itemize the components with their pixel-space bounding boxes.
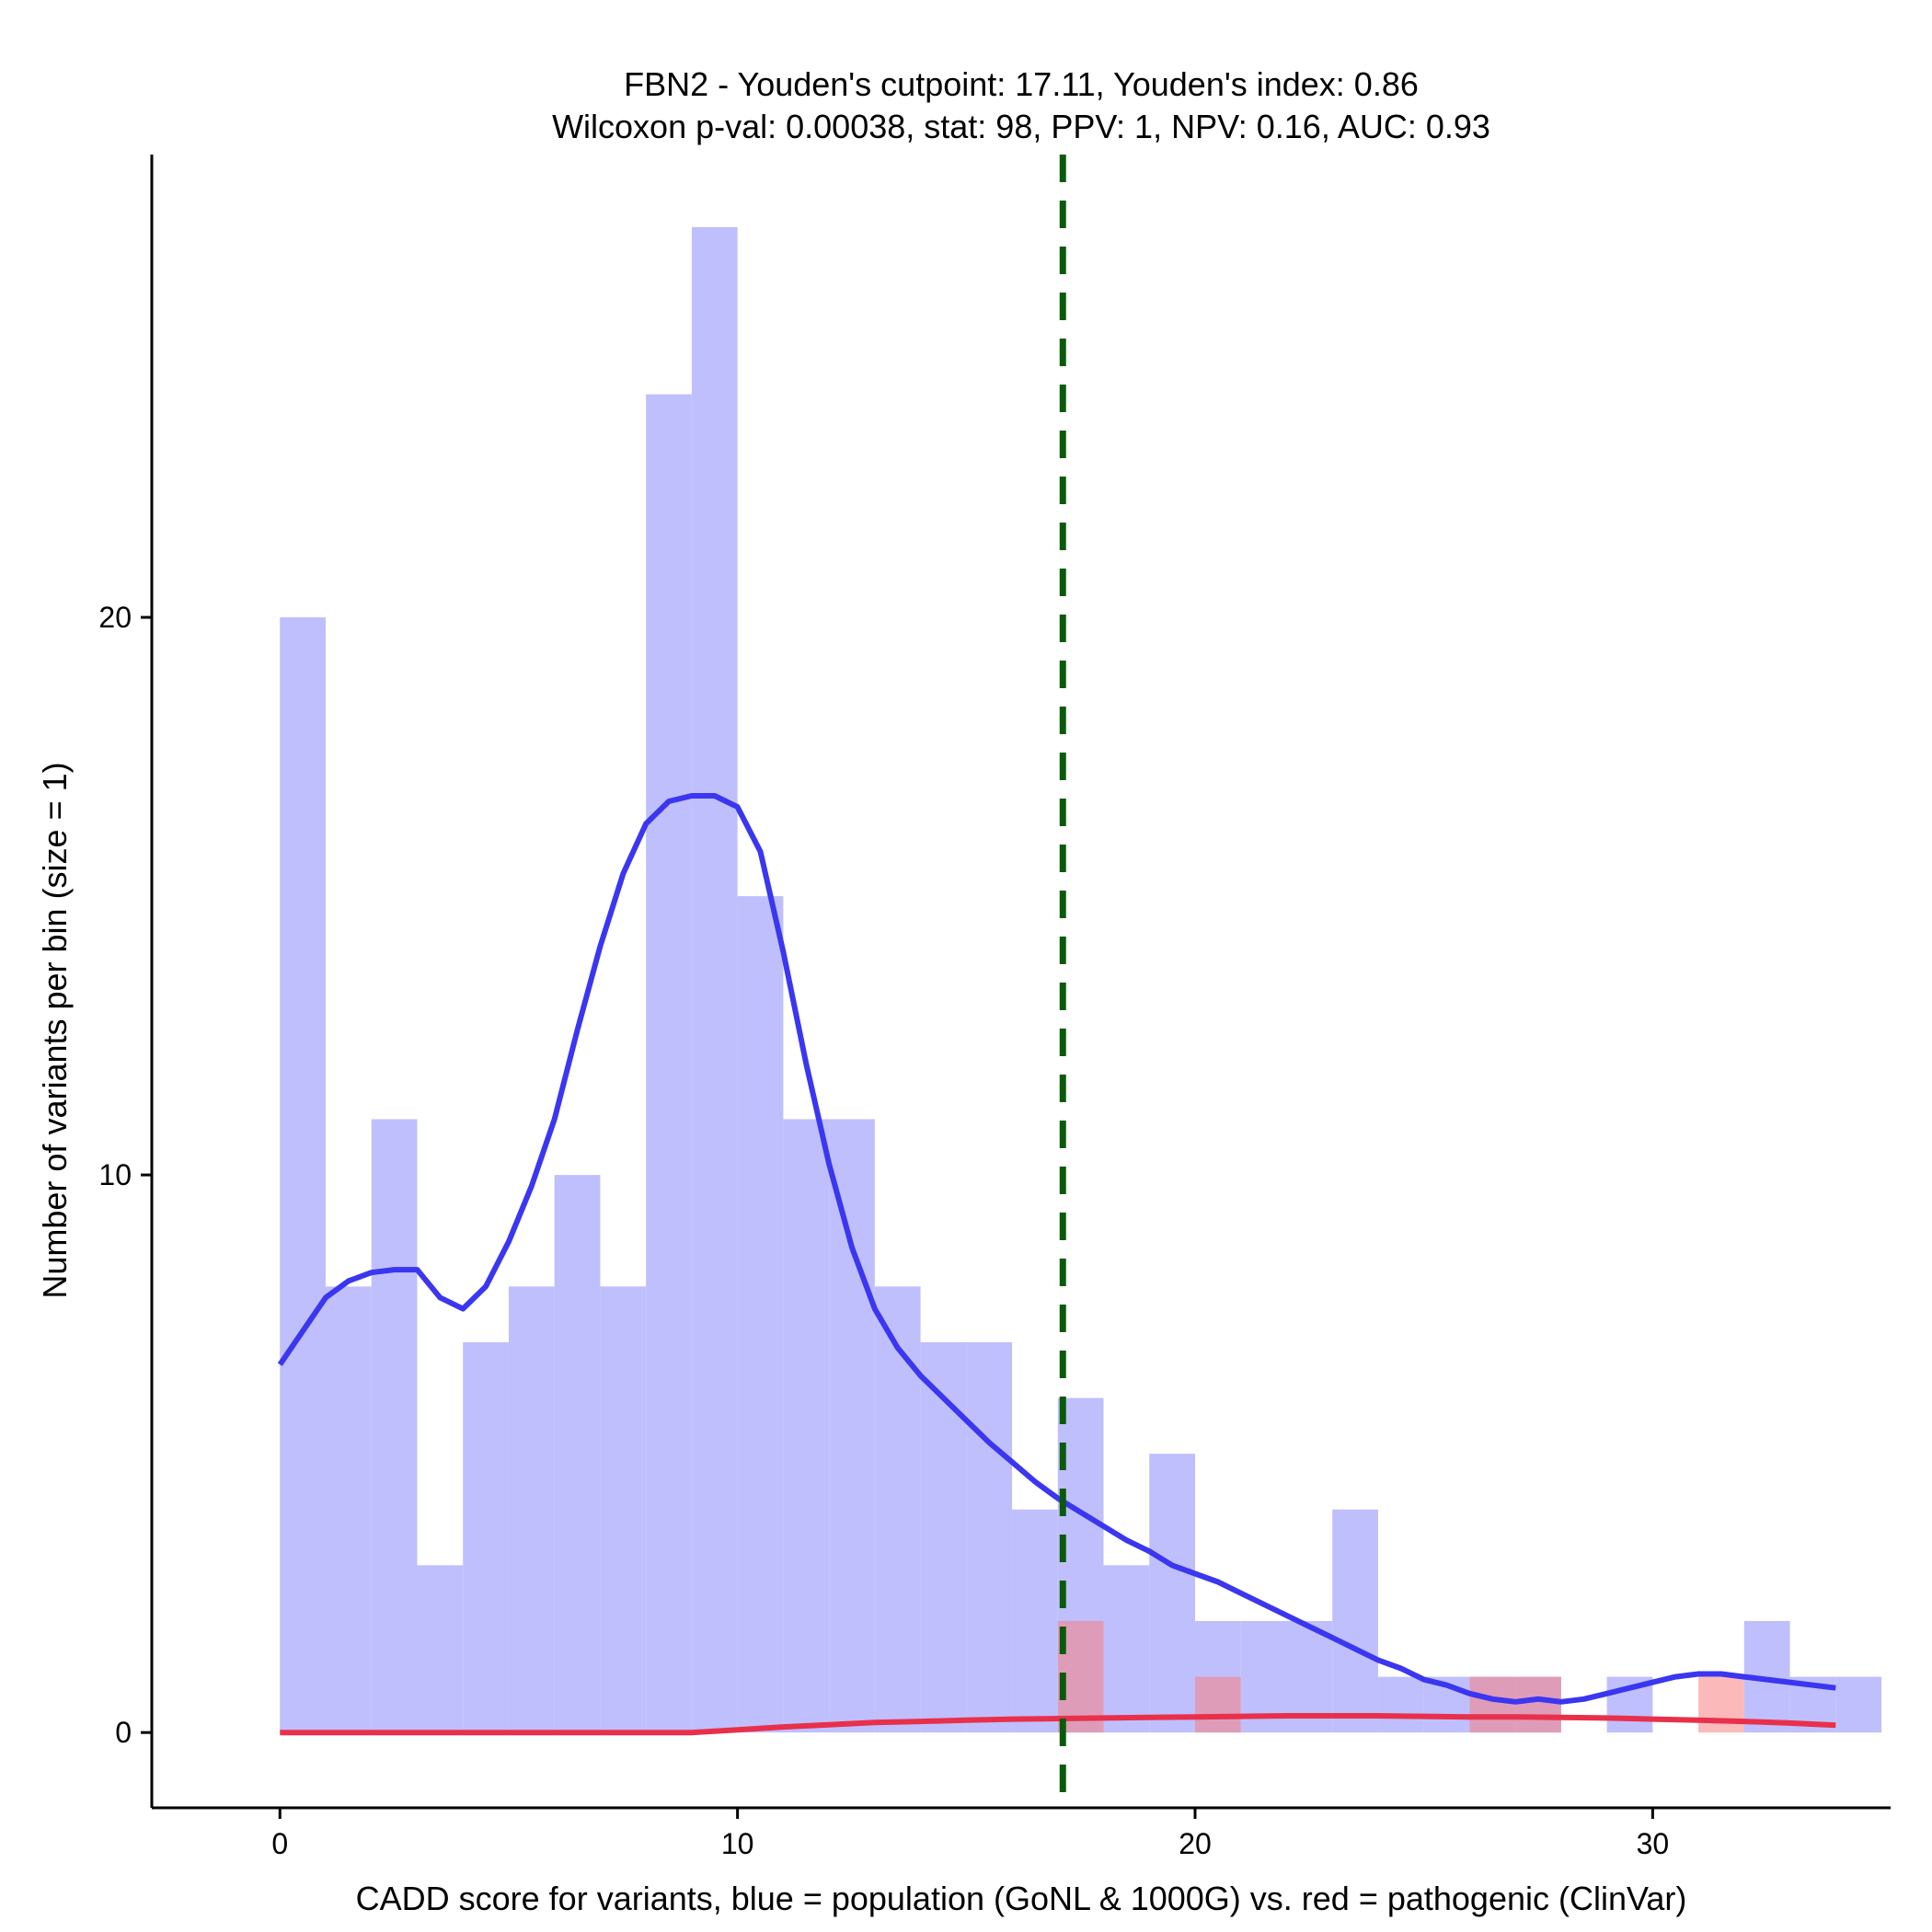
population-bar xyxy=(508,1286,555,1733)
axes xyxy=(150,155,1891,1810)
x-axis-ticks: 0 10 20 30 xyxy=(271,1808,1669,1860)
x-tick-label: 10 xyxy=(721,1827,754,1860)
population-bar xyxy=(1835,1676,1882,1733)
population-bar xyxy=(691,226,738,1733)
population-bar xyxy=(1103,1565,1150,1733)
population-bar xyxy=(417,1565,464,1733)
population-bar xyxy=(600,1286,647,1733)
population-bar xyxy=(829,1119,875,1733)
population-bar xyxy=(966,1341,1013,1733)
x-tick-label: 30 xyxy=(1637,1827,1670,1860)
population-bar xyxy=(371,1119,418,1733)
y-tick-label: 0 xyxy=(115,1716,132,1749)
population-bars xyxy=(280,226,1882,1733)
population-density-curve xyxy=(277,793,1836,1705)
pathogenic-bar xyxy=(1469,1676,1516,1733)
pathogenic-bar xyxy=(1515,1676,1561,1733)
population-bar xyxy=(280,617,326,1733)
y-tick-label: 20 xyxy=(98,601,132,634)
chart-subtitle: Wilcoxon p-val: 0.00038, stat: 98, PPV: … xyxy=(552,108,1490,145)
x-tick-label: 20 xyxy=(1179,1827,1212,1860)
y-axis-label: Number of variants per bin (size = 1) xyxy=(36,762,74,1298)
y-axis-ticks: 0 10 20 xyxy=(98,601,152,1749)
population-bar xyxy=(1012,1509,1058,1733)
pathogenic-density-curve xyxy=(280,1713,1836,1736)
pathogenic-bar xyxy=(1195,1676,1241,1733)
x-axis-label: CADD score for variants, blue = populati… xyxy=(356,1880,1687,1917)
population-bar xyxy=(646,394,692,1733)
y-tick-label: 10 xyxy=(98,1158,132,1191)
density-curves xyxy=(277,793,1836,1736)
population-bar xyxy=(737,896,784,1733)
chart-title: FBN2 - Youden's cutpoint: 17.11, Youden'… xyxy=(624,65,1419,103)
population-bar xyxy=(326,1286,372,1733)
x-tick-label: 0 xyxy=(271,1827,288,1860)
population-bar xyxy=(874,1286,921,1733)
population-bar xyxy=(783,1119,830,1733)
population-bar xyxy=(463,1341,509,1733)
population-bar xyxy=(554,1175,601,1733)
population-bar xyxy=(1377,1676,1424,1733)
population-bar xyxy=(1332,1509,1378,1733)
population-bar xyxy=(1149,1454,1195,1733)
pathogenic-bar xyxy=(1698,1676,1744,1733)
population-bar xyxy=(920,1341,967,1733)
